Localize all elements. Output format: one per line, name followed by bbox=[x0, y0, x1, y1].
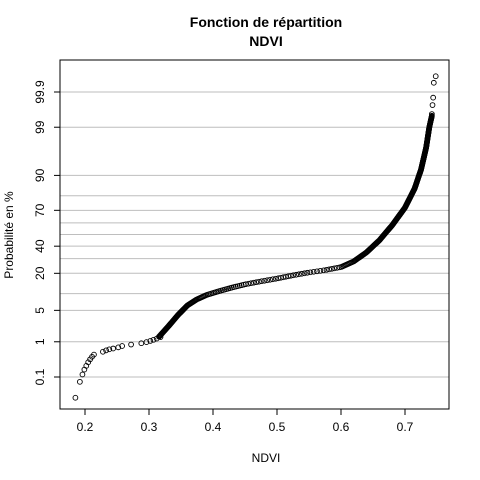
data-points bbox=[72, 73, 439, 401]
data-point bbox=[328, 265, 335, 272]
data-point bbox=[128, 341, 134, 348]
data-point bbox=[115, 344, 122, 351]
data-point bbox=[258, 278, 265, 285]
data-point bbox=[331, 265, 338, 272]
data-point bbox=[153, 335, 160, 342]
data-point bbox=[106, 346, 113, 353]
data-point bbox=[310, 268, 317, 275]
x-tick-label: 0.2 bbox=[77, 420, 94, 434]
data-point bbox=[429, 112, 435, 119]
data-point bbox=[253, 279, 260, 286]
y-tick-label: 20 bbox=[33, 266, 47, 280]
x-tick-label: 0.5 bbox=[269, 420, 286, 434]
data-point bbox=[320, 267, 327, 274]
data-point bbox=[290, 272, 297, 279]
data-point bbox=[304, 269, 311, 276]
y-tick-label: 70 bbox=[33, 203, 47, 217]
x-tick-label: 0.4 bbox=[205, 420, 222, 434]
data-point bbox=[323, 266, 330, 273]
x-axis-label: NDVI bbox=[252, 451, 281, 465]
data-point bbox=[103, 347, 109, 354]
data-point bbox=[147, 338, 154, 344]
data-point bbox=[429, 111, 435, 117]
data-point bbox=[287, 272, 294, 279]
data-point bbox=[314, 268, 320, 275]
data-point bbox=[270, 276, 276, 283]
y-axis: 0.1 1 5 20 40 70 90 99 99.9 bbox=[33, 80, 60, 385]
data-point bbox=[119, 343, 125, 349]
data-point bbox=[293, 271, 299, 278]
data-point bbox=[256, 278, 262, 285]
data-point bbox=[245, 280, 252, 287]
data-point bbox=[157, 334, 164, 341]
data-point bbox=[326, 266, 333, 273]
data-point bbox=[261, 277, 268, 284]
data-point bbox=[248, 280, 254, 287]
x-tick-label: 0.6 bbox=[333, 420, 350, 434]
y-tick-label: 1 bbox=[33, 338, 47, 345]
data-point bbox=[317, 267, 324, 274]
data-point bbox=[72, 394, 79, 401]
data-point bbox=[296, 271, 302, 278]
x-axis: 0.2 0.3 0.4 0.5 0.6 0.7 bbox=[77, 409, 414, 434]
data-point bbox=[100, 348, 106, 355]
data-point bbox=[272, 275, 279, 282]
x-tick-label: 0.7 bbox=[397, 420, 414, 434]
data-point bbox=[79, 371, 86, 378]
gridlines bbox=[60, 91, 449, 378]
data-point bbox=[264, 277, 271, 284]
data-point bbox=[429, 102, 436, 108]
data-point bbox=[267, 276, 273, 283]
data-point bbox=[307, 269, 314, 276]
y-tick-label: 99 bbox=[33, 120, 47, 134]
y-tick-label: 0.1 bbox=[33, 368, 47, 385]
data-point bbox=[298, 270, 305, 277]
y-tick-label: 99.9 bbox=[33, 80, 47, 104]
data-point bbox=[250, 279, 257, 286]
y-tick-label: 5 bbox=[33, 307, 47, 314]
data-point bbox=[432, 73, 439, 80]
x-tick-label: 0.3 bbox=[141, 420, 158, 434]
data-point bbox=[110, 345, 117, 352]
data-point bbox=[242, 281, 249, 288]
data-point bbox=[150, 336, 157, 343]
chart-title: Fonction de répartition bbox=[190, 14, 342, 30]
data-point bbox=[91, 351, 97, 358]
data-point bbox=[430, 79, 437, 86]
plot-frame bbox=[59, 59, 450, 410]
y-axis-label: Probabilité en % bbox=[2, 191, 16, 279]
data-point bbox=[430, 94, 437, 101]
data-point bbox=[138, 340, 145, 347]
y-tick-label: 40 bbox=[33, 239, 47, 253]
data-point bbox=[301, 270, 308, 277]
data-point bbox=[77, 378, 83, 385]
y-tick-label: 90 bbox=[33, 168, 47, 182]
data-point bbox=[143, 339, 150, 345]
chart-subtitle: NDVI bbox=[249, 33, 282, 49]
